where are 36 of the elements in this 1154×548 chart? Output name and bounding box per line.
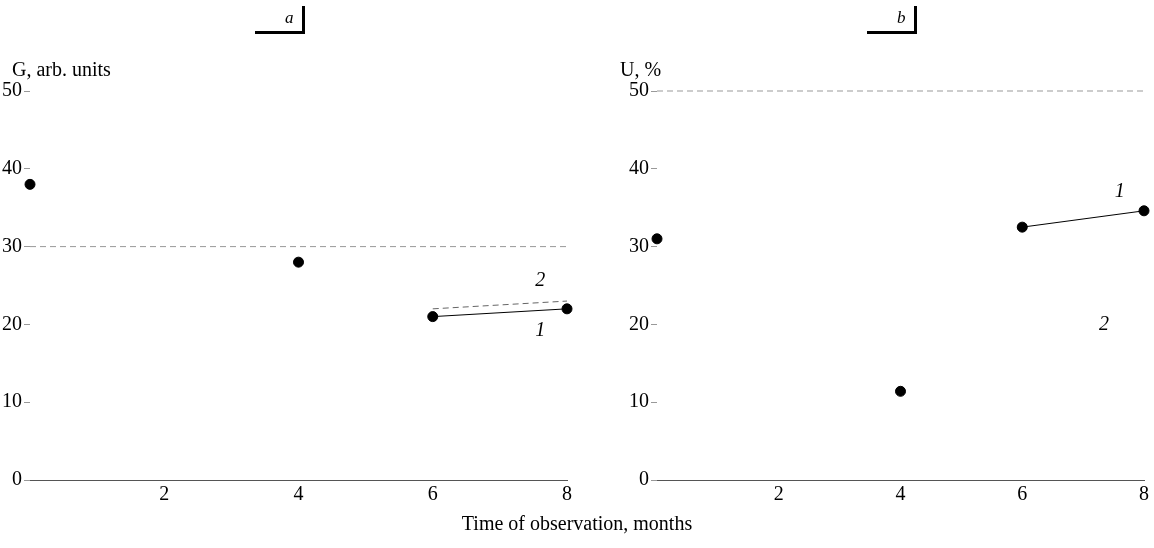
x-tick-label: 6 bbox=[1017, 482, 1028, 505]
series-label: 2 bbox=[535, 267, 546, 290]
x-tick-label: 6 bbox=[427, 482, 438, 505]
chart-title: b bbox=[867, 6, 917, 34]
point bbox=[1016, 221, 1028, 233]
y-tick-label: 30 bbox=[2, 233, 22, 256]
x-tick-label: 2 bbox=[773, 482, 784, 505]
y-tick-label: 30 bbox=[629, 233, 649, 256]
y-tick-label: 20 bbox=[629, 311, 649, 334]
point bbox=[427, 311, 439, 323]
series-label: 1 bbox=[535, 317, 546, 340]
point bbox=[24, 178, 36, 190]
y-tick-label: 10 bbox=[2, 389, 22, 412]
x-tick-label: 2 bbox=[159, 482, 170, 505]
y-tick-label: 0 bbox=[12, 467, 22, 490]
y-axis-title: U, % bbox=[620, 58, 662, 81]
series-label: 1 bbox=[1114, 179, 1125, 202]
y-tick-label: 40 bbox=[2, 156, 22, 179]
y-tick-label: 40 bbox=[629, 156, 649, 179]
y-axis-title: G, arb. units bbox=[12, 58, 111, 81]
point bbox=[895, 385, 906, 397]
x-tick-label: 4 bbox=[293, 482, 304, 505]
annotation: 2 bbox=[1099, 311, 1109, 334]
y-tick-label: 50 bbox=[2, 78, 22, 101]
x-axis-title: Time of observation, months bbox=[460, 512, 694, 535]
y-tick-label: 10 bbox=[629, 389, 649, 412]
point bbox=[1138, 205, 1150, 217]
point bbox=[293, 256, 304, 268]
y-tick-label: 0 bbox=[639, 467, 649, 490]
point bbox=[561, 303, 573, 315]
x-tick-label: 4 bbox=[895, 482, 906, 505]
y-tick-label: 20 bbox=[2, 311, 22, 334]
x-tick-label: 8 bbox=[562, 482, 572, 505]
point bbox=[651, 233, 663, 245]
chart-title: a bbox=[255, 6, 305, 34]
x-tick-label: 8 bbox=[1139, 482, 1149, 505]
